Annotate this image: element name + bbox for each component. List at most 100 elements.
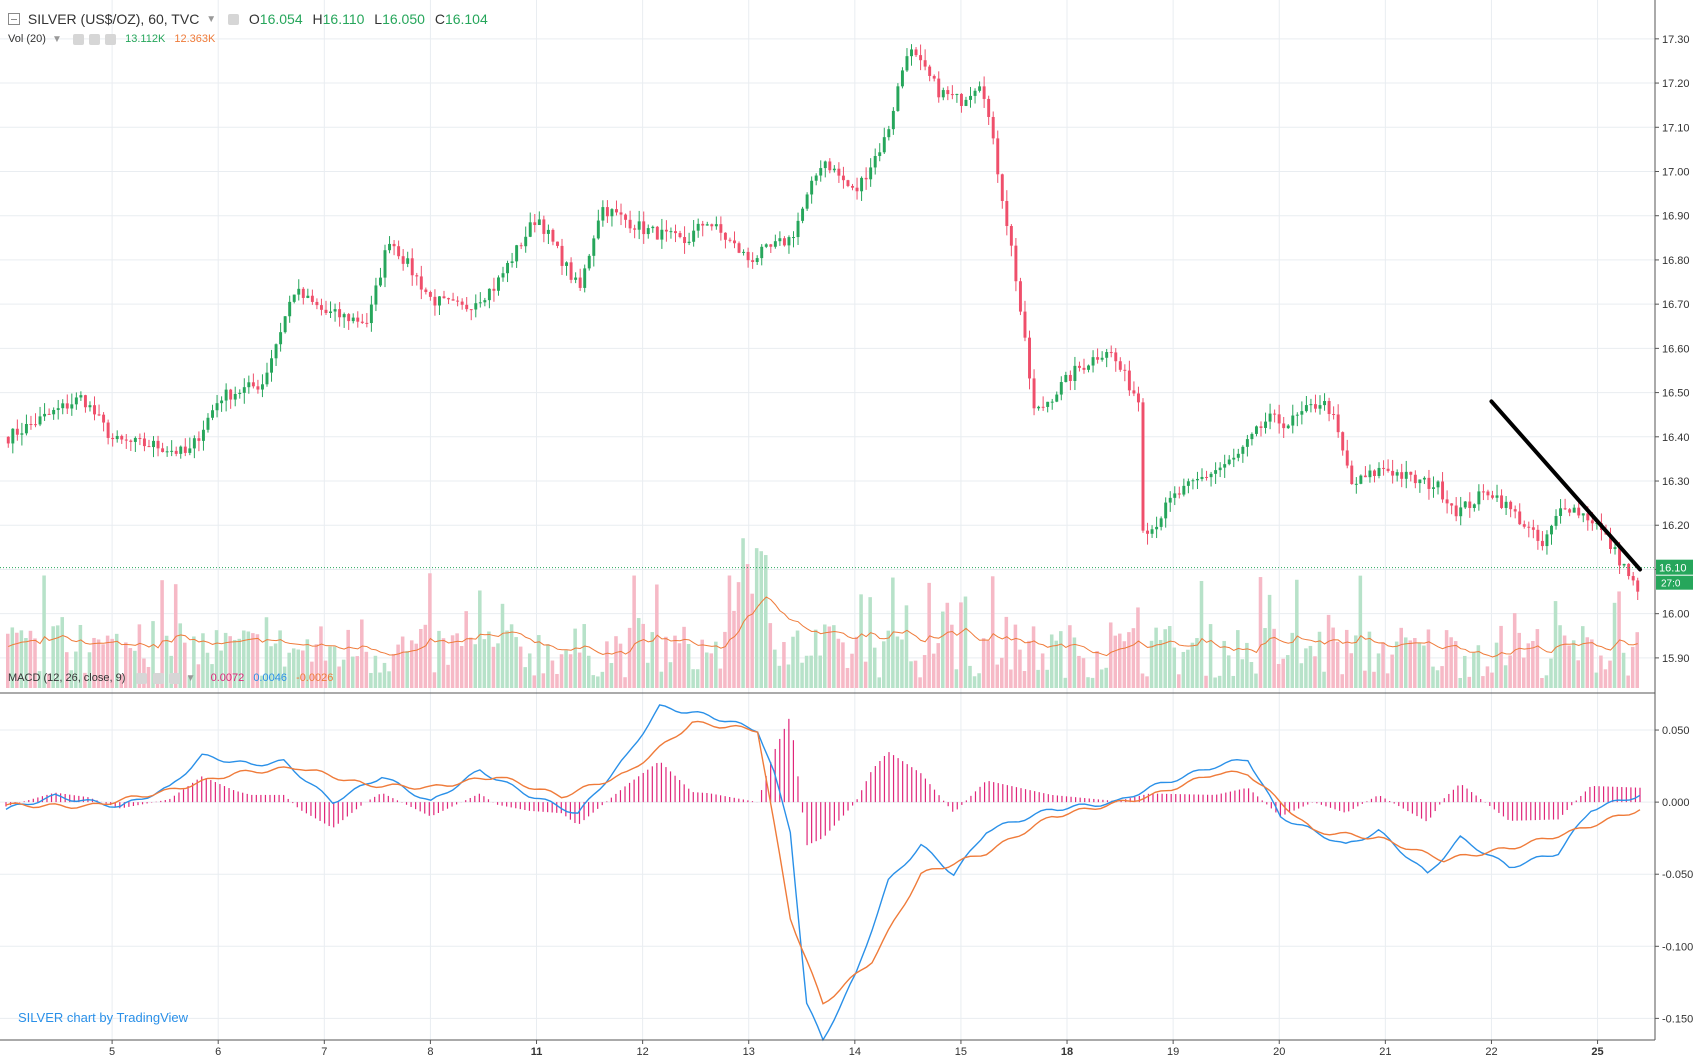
collapse-icon[interactable] [8,13,20,26]
volume-bar [804,655,809,688]
candle-body [1091,357,1095,366]
chevron-down-icon[interactable]: ▼ [206,13,217,25]
volume-bar [196,664,201,688]
candle-body [97,414,101,416]
candle-body [733,240,736,244]
trendline[interactable] [1489,399,1642,572]
candle-body [923,60,927,67]
volume-bar [133,650,137,688]
candle-body [1046,401,1050,407]
candle-body [1359,475,1363,484]
candle-body [846,180,850,186]
eye-icon[interactable] [136,672,148,684]
volume-bar [1358,575,1363,688]
volume-bar [301,650,305,688]
candle-body [1141,402,1145,531]
candle-body [251,382,255,387]
candle-body [492,288,496,291]
volume-bar [918,677,922,688]
volume-bar [437,630,441,688]
candle-body [24,424,28,434]
candle-body [1531,527,1535,530]
candle-body [959,93,963,106]
volume-value: 13.112K [125,33,166,46]
candle-body [674,231,677,234]
volume-bar [28,630,33,688]
candle-body [869,167,873,180]
candle-body [769,244,773,247]
signal-line [5,720,1641,1005]
x-tick-label: 12 [636,1046,648,1057]
candle-body [1436,481,1440,488]
volume-bar [1508,655,1512,688]
volume-bar [15,632,19,688]
volume-bar [977,673,981,688]
tradingview-watermark[interactable]: SILVER chart by TradingView [18,1010,189,1025]
volume-bar [1608,660,1612,688]
macd-legend: MACD (12, 26, close, 9) ▼ 0.0072 0.0046 … [8,672,333,684]
volume-bar [1304,648,1308,688]
volume-bar [532,675,537,688]
gear-icon[interactable] [152,672,164,684]
close-icon[interactable] [105,33,117,45]
volume-bar [441,638,446,688]
volume-bar [1335,641,1340,688]
eye-icon[interactable] [72,33,84,45]
volume-bar [1571,640,1576,688]
volume-bar [473,644,478,688]
candle-body [851,185,854,188]
candle-body [102,414,106,423]
gear-icon[interactable] [89,33,101,45]
candle-body [192,438,196,449]
symbol-title: SILVER (US$/OZ), 60, TVC [27,11,200,28]
x-tick-label: 14 [849,1046,861,1057]
volume-bar [1485,666,1490,688]
candle-body [651,226,655,229]
volume-bar [1526,643,1531,688]
candle-body [1627,563,1631,577]
volume-bar [278,630,282,688]
volume-bar [668,662,673,688]
volume-bar [187,676,192,688]
candle-body [1609,534,1612,550]
volume-bar [723,631,727,688]
volume-bar [387,671,391,688]
candle-body [810,180,814,195]
candle-body [996,138,1000,175]
candle-body [220,400,224,404]
volume-bar [636,618,641,688]
candle-body [43,413,47,417]
candle-body [969,95,972,100]
candle-body [469,309,473,311]
volume-bar [791,636,795,688]
chevron-down-icon[interactable]: ▼ [51,33,62,45]
candle-body [156,440,160,449]
volume-bar [941,611,945,688]
candle-body [1200,476,1204,479]
volume-bar [382,662,387,688]
volume-bar [963,596,968,688]
volume-bar [1580,626,1585,688]
settings-icon[interactable] [228,13,239,25]
volume-bar [1553,601,1558,688]
volume-bar [1167,626,1172,688]
chevron-down-icon[interactable]: ▼ [185,672,196,684]
volume-title: Vol (20) [8,33,46,46]
open-value: 16.054 [259,11,303,28]
candle-body [397,246,401,257]
volume-bar [827,626,832,688]
volume-bar [24,638,28,688]
volume-bar [1249,661,1254,688]
candle-body [1059,382,1063,395]
volume-bar [396,644,400,688]
candle-body [1146,530,1149,534]
close-icon[interactable] [168,672,180,684]
volume-bar [1245,642,1249,688]
volume-bar [632,575,636,688]
volume-bar [959,602,963,688]
candle-body [823,161,827,169]
volume-bar [264,617,269,688]
volume-bar [541,673,546,688]
candle-body [1400,472,1404,479]
